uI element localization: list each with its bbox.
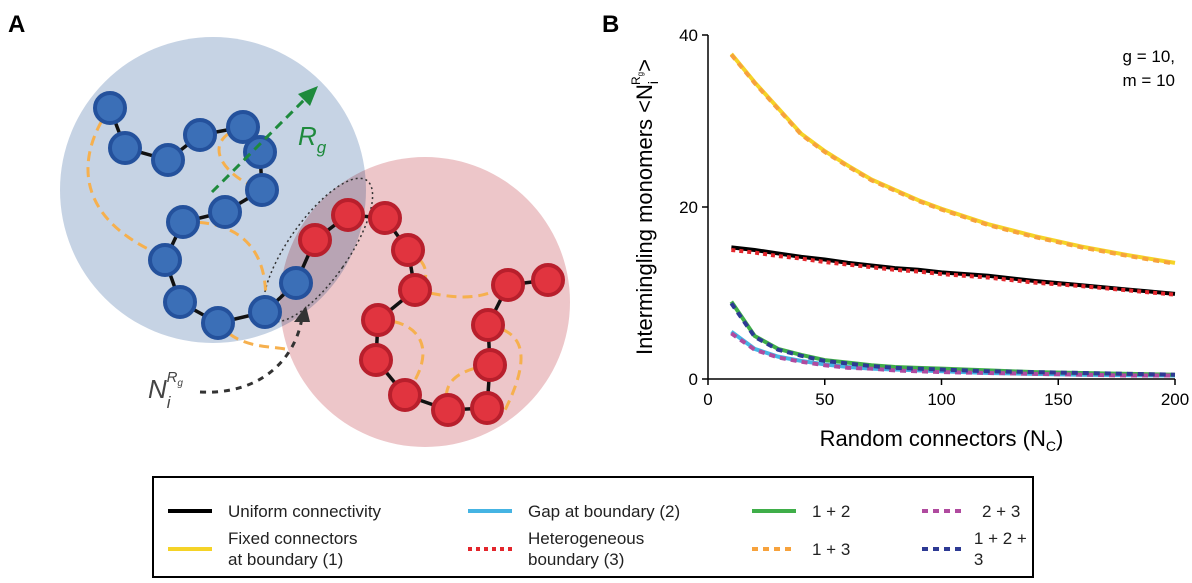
rg-label: Rg <box>298 121 327 157</box>
series-line <box>729 52 1176 265</box>
legend-item: 1 + 3 <box>752 528 850 570</box>
legend-swatch <box>168 509 212 513</box>
panel-label: A <box>8 11 25 38</box>
series-line <box>731 248 1176 297</box>
figure: A B Rg NiRg 0 20 40 0 50 100 <box>8 11 1189 454</box>
series-line <box>729 302 1176 377</box>
legend-swatch <box>752 547 796 551</box>
legend-label: Heterogeneous boundary (3) <box>528 529 645 569</box>
legend-swatch <box>922 547 966 551</box>
x-label-sub: C <box>1046 438 1056 454</box>
legend-label: Fixed connectors at boundary (1) <box>228 529 358 569</box>
n-arrowhead <box>294 306 310 322</box>
x-tick-label: 100 <box>927 390 955 409</box>
series-line <box>729 53 1176 266</box>
x-label-main: Random connectors (N <box>820 426 1046 451</box>
legend-swatch <box>468 509 512 513</box>
annotation: m = 10 <box>1123 71 1175 90</box>
x-tick-label: 0 <box>703 390 712 409</box>
legend-item: Uniform connectivity <box>168 490 381 532</box>
legend-item: Heterogeneous boundary (3) <box>468 528 644 570</box>
legend-item: 1 + 2 <box>752 490 850 532</box>
y-tick-label: 20 <box>679 198 698 217</box>
chart: 0 20 40 0 50 100 150 200 Random connectors (NC) I… <box>629 26 1189 454</box>
rg-arrowhead <box>298 86 318 106</box>
y-label-end: > <box>632 59 657 72</box>
y-tick-label: 0 <box>689 370 698 389</box>
y-tick-label: 40 <box>679 26 698 45</box>
legend-swatch <box>922 509 966 513</box>
diagram: Rg NiRg <box>60 37 570 447</box>
legend-item: Gap at boundary (2) <box>468 490 680 532</box>
legend-label: 1 + 3 <box>812 539 851 559</box>
legend-label: 2 + 3 <box>982 501 1021 521</box>
y-label-sup-sub: g <box>636 72 645 76</box>
legend-label: Uniform connectivity <box>228 501 382 521</box>
legend-swatch <box>468 547 512 551</box>
blue-monomers <box>93 91 313 340</box>
y-axis-label: Intermingling monomers <NiRg> <box>629 59 661 355</box>
legend-item: 2 + 3 <box>922 490 1020 532</box>
x-axis-label: Random connectors (NC) <box>820 426 1064 454</box>
series-line <box>729 300 1176 377</box>
legend-swatch <box>168 547 212 551</box>
legend-label: 1 + 2 + 3 <box>973 529 1027 569</box>
n-label: NiRg <box>148 369 183 412</box>
y-label-sup: R <box>629 76 643 85</box>
legend-label: Gap at boundary (2) <box>528 501 681 521</box>
rg-arrow <box>210 94 310 194</box>
x-label-end: ) <box>1056 426 1063 451</box>
legend-item: 1 + 2 + 3 <box>922 528 1032 570</box>
x-tick-label: 200 <box>1161 390 1189 409</box>
legend-item: Fixed connectors at boundary (1) <box>168 528 357 570</box>
y-label-main: Intermingling monomers <N <box>632 84 657 355</box>
legend-swatch <box>752 509 796 513</box>
x-tick-label: 150 <box>1044 390 1072 409</box>
x-tick-label: 50 <box>815 390 834 409</box>
red-monomers <box>298 198 565 427</box>
legend-label: 1 + 2 <box>812 501 851 521</box>
n-arrow <box>199 317 304 394</box>
y-label-sub: i <box>645 81 661 84</box>
panel-label: B <box>602 11 619 38</box>
legend: Uniform connectivity Fixed connectors at … <box>152 476 1034 578</box>
annotation: g = 10, <box>1123 47 1175 66</box>
